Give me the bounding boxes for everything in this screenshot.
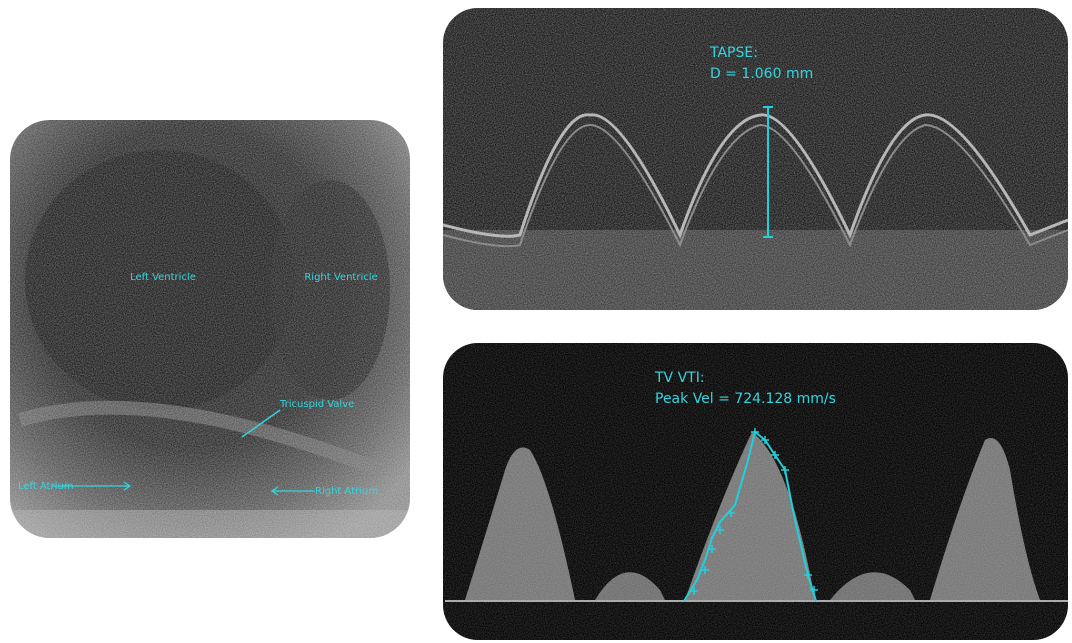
measurement: D = 1.060 mm [710, 66, 813, 82]
label: Left Ventricle [130, 272, 196, 283]
measurement: Peak Vel = 724.128 mm/s [655, 391, 836, 407]
title: TAPSE: [709, 45, 758, 61]
title: TV VTI: [654, 370, 705, 386]
echo-panel [10, 120, 410, 538]
figure: Left Ventricle Right Ventricle Tricuspid… [0, 0, 1072, 643]
label: Right Atrium [315, 486, 378, 497]
label: Tricuspid Valve [279, 399, 354, 410]
page: Left Ventricle Right Ventricle Tricuspid… [0, 0, 1072, 643]
doppler-panel [443, 343, 1068, 640]
label: Right Ventricle [304, 272, 377, 283]
